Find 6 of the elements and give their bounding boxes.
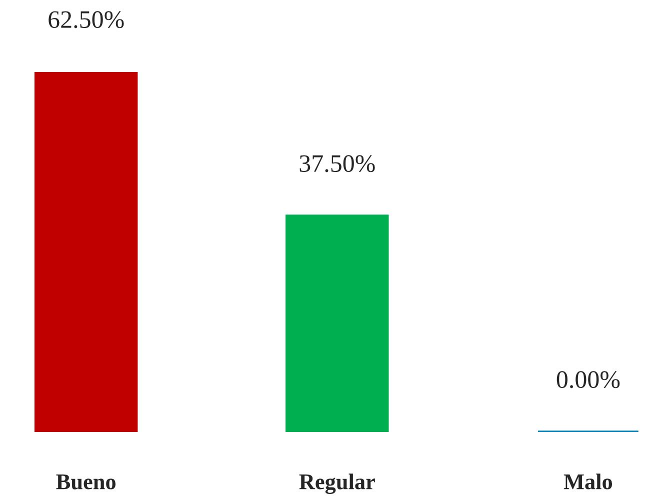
data-label: 0.00% [556, 371, 620, 388]
x-tick-label: Malo [564, 474, 612, 490]
data-label: 37.50% [300, 155, 375, 172]
data-label: 62.50% [48, 11, 124, 28]
x-tick-label: Bueno [56, 474, 116, 490]
x-tick-label: Regular [299, 474, 375, 494]
